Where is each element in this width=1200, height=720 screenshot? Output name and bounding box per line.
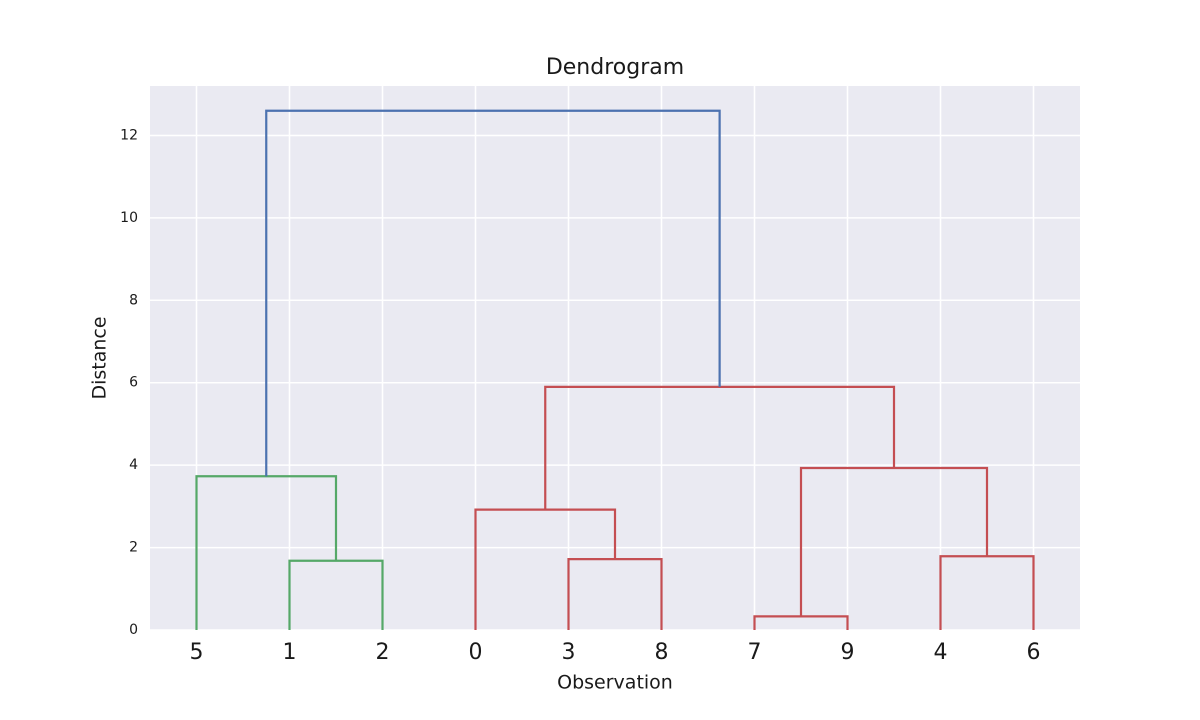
link xyxy=(195,475,338,630)
x-tick-label: 8 xyxy=(655,640,669,665)
x-tick-label: 5 xyxy=(190,640,204,665)
x-axis-label: Observation xyxy=(557,672,673,694)
link xyxy=(265,109,721,477)
chart-title: Dendrogram xyxy=(546,55,684,80)
y-tick-label: 2 xyxy=(129,540,138,556)
y-axis-label: Distance xyxy=(89,316,111,399)
x-tick-label: 7 xyxy=(748,640,762,665)
y-tick-label: 12 xyxy=(120,127,138,143)
x-tick-label: 1 xyxy=(283,640,297,665)
link xyxy=(288,559,384,630)
y-tick-label: 6 xyxy=(129,375,138,391)
x-tick-label: 2 xyxy=(376,640,390,665)
links xyxy=(195,109,1035,630)
y-tick-label: 8 xyxy=(129,292,138,308)
x-tick-label: 9 xyxy=(841,640,855,665)
x-tick-label: 3 xyxy=(562,640,576,665)
y-tick-label: 0 xyxy=(129,622,138,638)
x-tick-label: 0 xyxy=(469,640,483,665)
y-tick-label: 4 xyxy=(129,457,138,473)
y-tick-label: 10 xyxy=(120,210,138,226)
x-tick-label: 6 xyxy=(1027,640,1041,665)
link xyxy=(474,508,617,630)
x-tick-label: 4 xyxy=(934,640,948,665)
